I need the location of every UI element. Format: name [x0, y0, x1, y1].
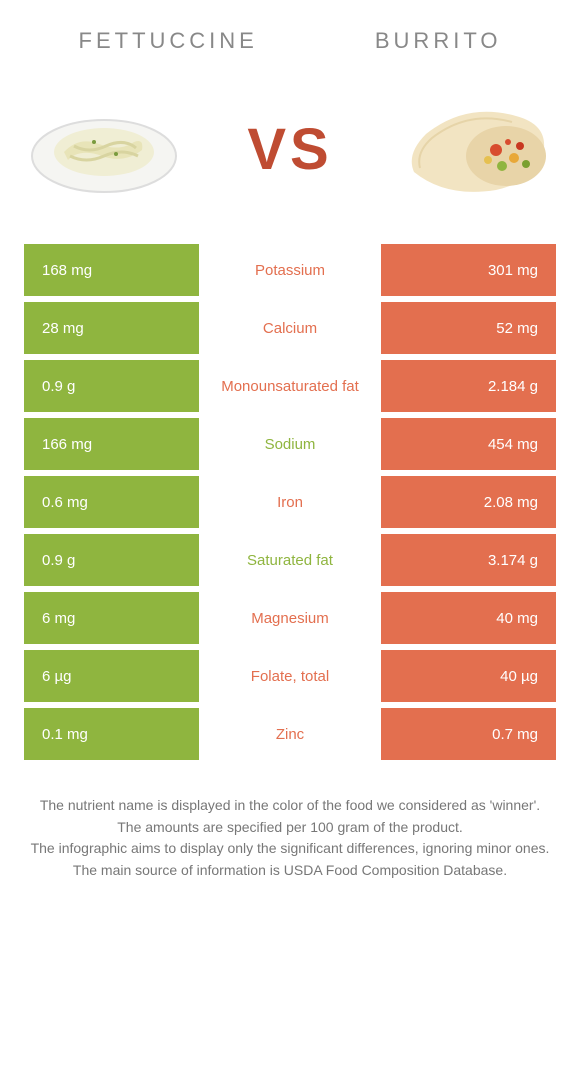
- vs-label: VS: [247, 116, 332, 183]
- nutrient-table: 168 mgPotassium301 mg 28 mgCalcium52 mg 0.…: [0, 244, 580, 760]
- footer-line: The amounts are specified per 100 gram o…: [20, 818, 560, 838]
- nutrient-left-value: 0.9 g: [24, 534, 199, 586]
- nutrient-left-value: 0.1 mg: [24, 708, 199, 760]
- header: FETTUCCINE BURRITO: [0, 0, 580, 64]
- nutrient-right-value: 2.08 mg: [381, 476, 556, 528]
- nutrient-left-value: 0.6 mg: [24, 476, 199, 528]
- food-left-title: FETTUCCINE: [79, 28, 258, 54]
- nutrient-right-value: 454 mg: [381, 418, 556, 470]
- nutrient-label: Calcium: [199, 302, 381, 354]
- nutrient-label: Folate, total: [199, 650, 381, 702]
- footer-notes: The nutrient name is displayed in the co…: [0, 766, 580, 880]
- fettuccine-image: [24, 94, 184, 204]
- nutrient-right-value: 40 µg: [381, 650, 556, 702]
- nutrient-row: 0.9 gSaturated fat3.174 g: [24, 534, 556, 586]
- footer-line: The infographic aims to display only the…: [20, 839, 560, 859]
- footer-line: The main source of information is USDA F…: [20, 861, 560, 881]
- nutrient-right-value: 2.184 g: [381, 360, 556, 412]
- nutrient-row: 0.6 mgIron2.08 mg: [24, 476, 556, 528]
- nutrient-left-value: 28 mg: [24, 302, 199, 354]
- burrito-image: [396, 94, 556, 204]
- footer-line: The nutrient name is displayed in the co…: [20, 796, 560, 816]
- nutrient-label: Monounsaturated fat: [199, 360, 381, 412]
- nutrient-row: 0.9 gMonounsaturated fat2.184 g: [24, 360, 556, 412]
- nutrient-right-value: 301 mg: [381, 244, 556, 296]
- nutrient-right-value: 40 mg: [381, 592, 556, 644]
- nutrient-right-value: 0.7 mg: [381, 708, 556, 760]
- nutrient-row: 6 µgFolate, total40 µg: [24, 650, 556, 702]
- nutrient-row: 0.1 mgZinc0.7 mg: [24, 708, 556, 760]
- nutrient-right-value: 52 mg: [381, 302, 556, 354]
- infographic-root: FETTUCCINE BURRITO VS: [0, 0, 580, 880]
- nutrient-row: 28 mgCalcium52 mg: [24, 302, 556, 354]
- nutrient-right-value: 3.174 g: [381, 534, 556, 586]
- nutrient-label: Potassium: [199, 244, 381, 296]
- vs-row: VS: [0, 64, 580, 244]
- food-right-title: BURRITO: [375, 28, 502, 54]
- nutrient-left-value: 6 mg: [24, 592, 199, 644]
- nutrient-label: Iron: [199, 476, 381, 528]
- nutrient-left-value: 6 µg: [24, 650, 199, 702]
- nutrient-left-value: 0.9 g: [24, 360, 199, 412]
- nutrient-label: Zinc: [199, 708, 381, 760]
- nutrient-label: Magnesium: [199, 592, 381, 644]
- nutrient-row: 166 mgSodium454 mg: [24, 418, 556, 470]
- nutrient-row: 168 mgPotassium301 mg: [24, 244, 556, 296]
- nutrient-label: Saturated fat: [199, 534, 381, 586]
- nutrient-left-value: 166 mg: [24, 418, 199, 470]
- nutrient-label: Sodium: [199, 418, 381, 470]
- nutrient-left-value: 168 mg: [24, 244, 199, 296]
- nutrient-row: 6 mgMagnesium40 mg: [24, 592, 556, 644]
